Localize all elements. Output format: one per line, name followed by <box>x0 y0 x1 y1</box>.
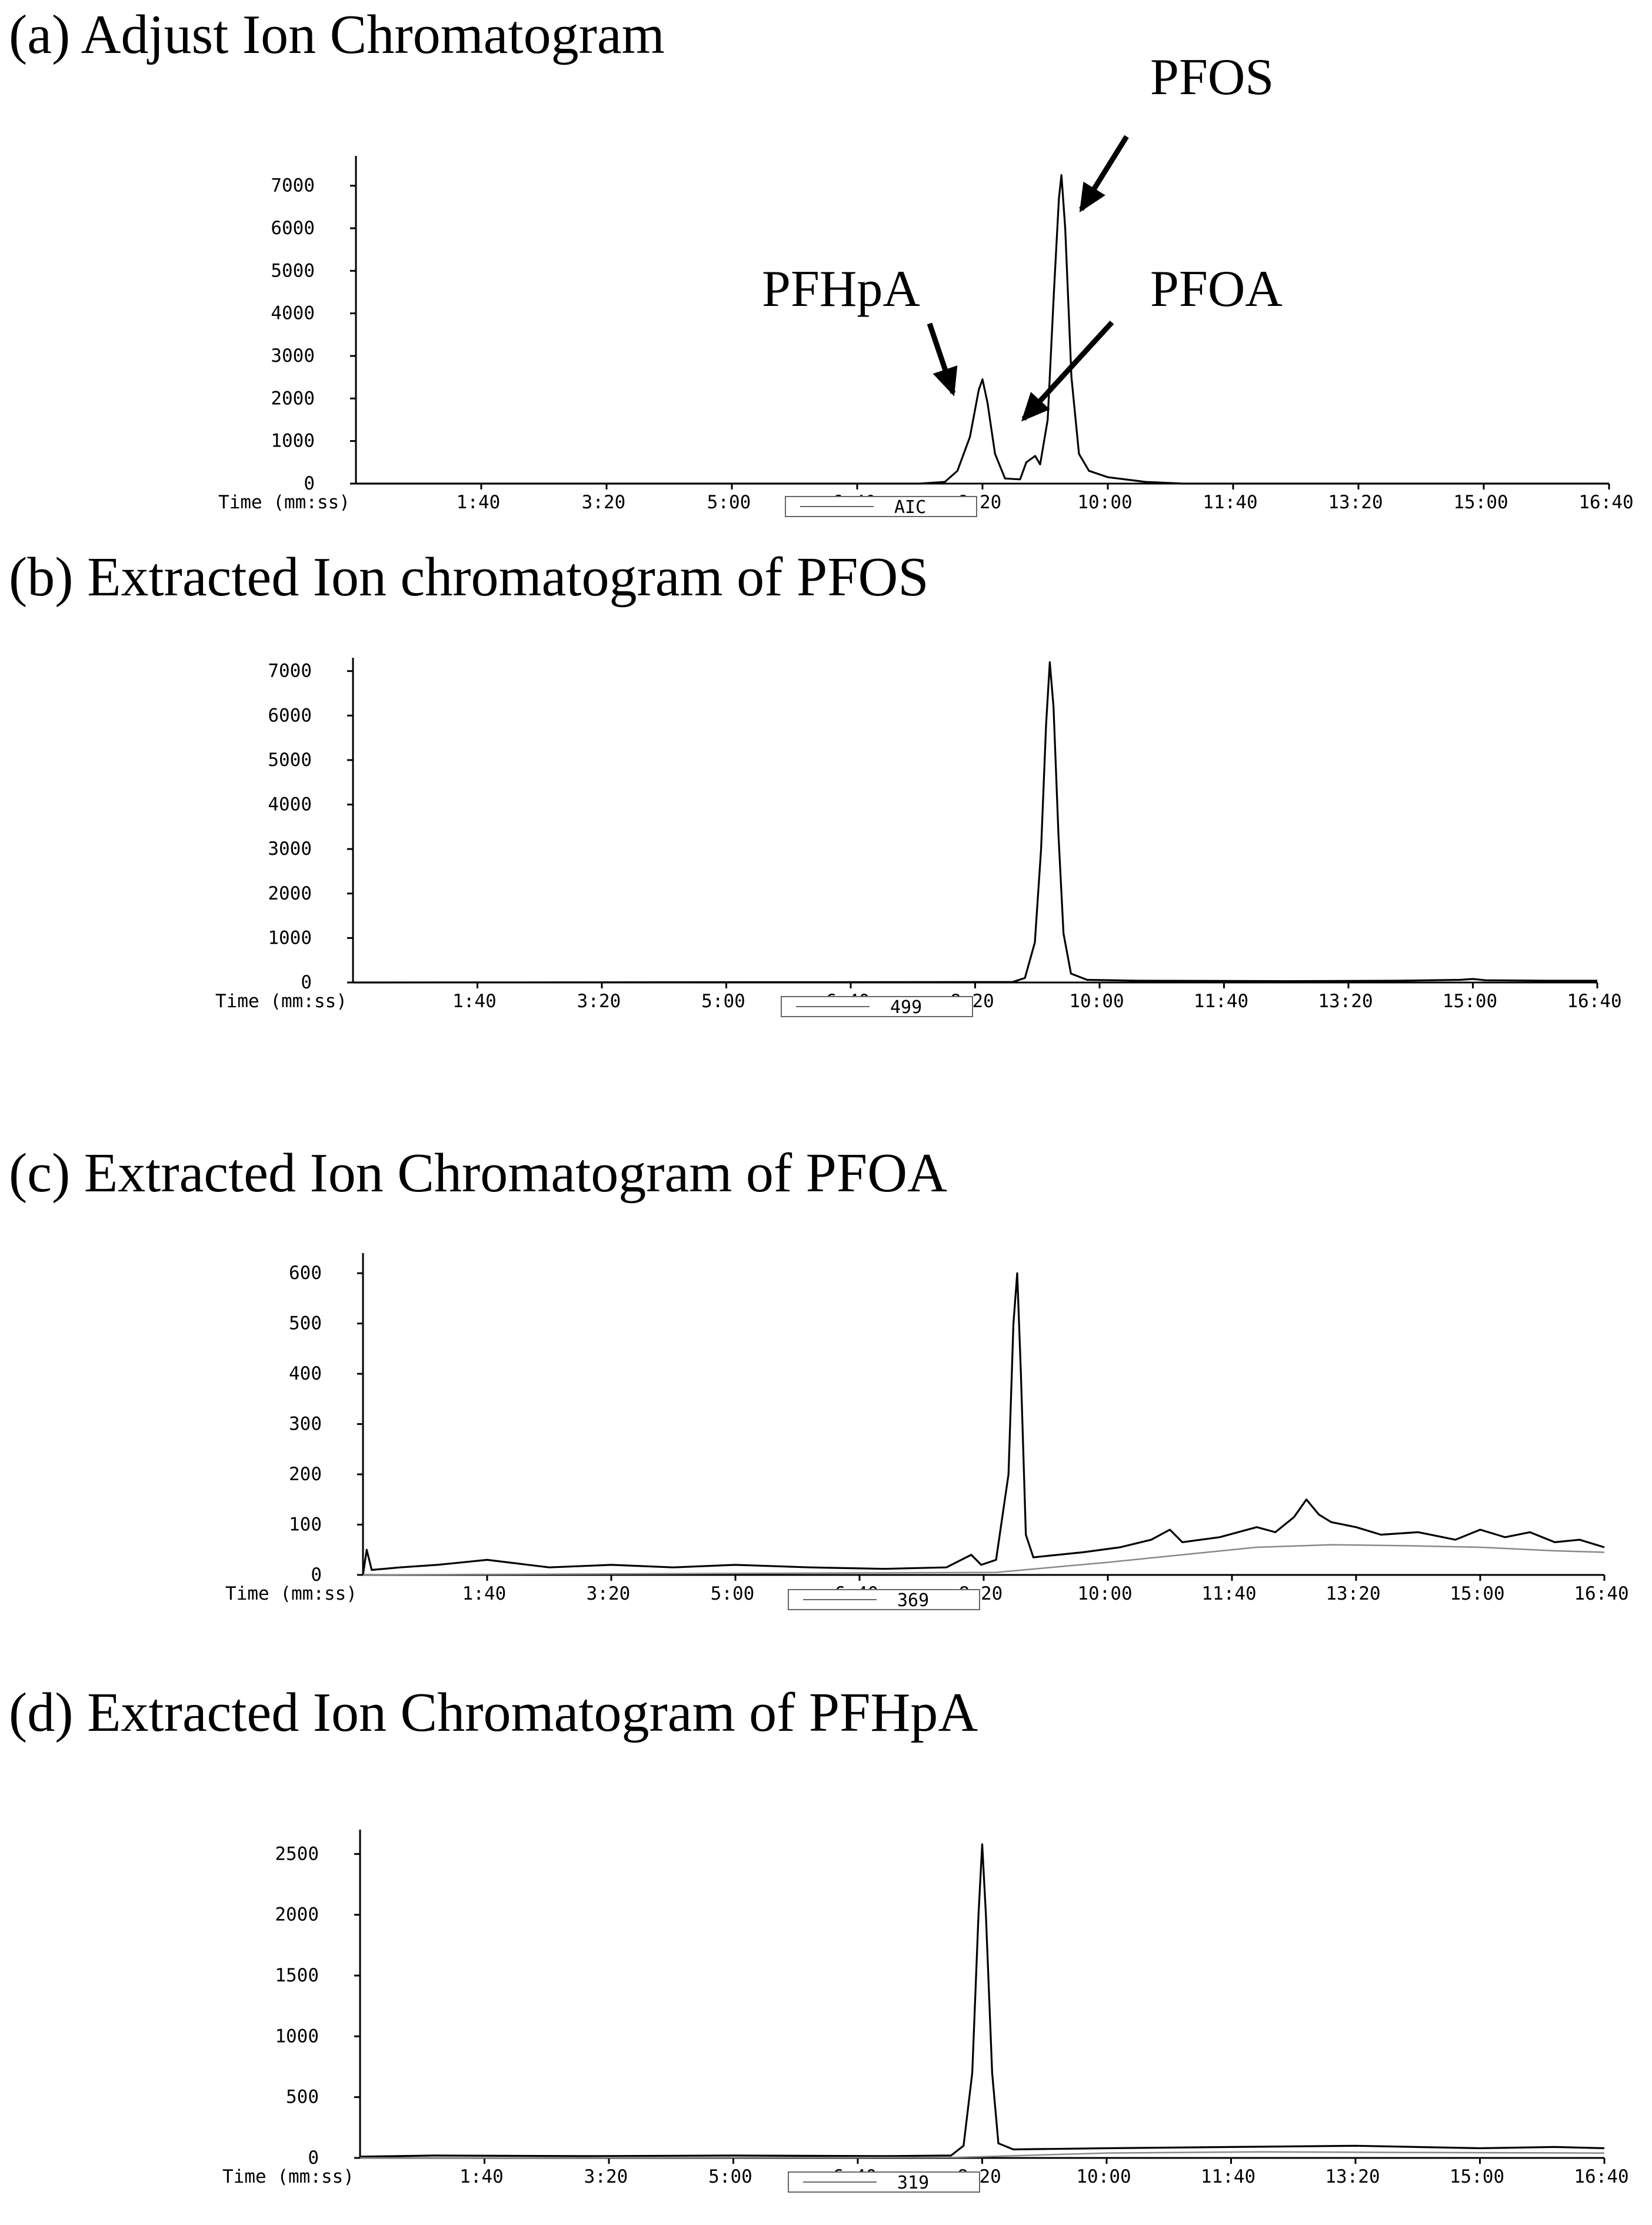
y-tick-label: 6000 <box>271 218 315 239</box>
x-tick-label: 13:20 <box>1325 2166 1380 2187</box>
y-tick-label: 500 <box>289 1313 322 1334</box>
x-tick-label: 15:00 <box>1443 991 1497 1012</box>
x-tick-label: 3:20 <box>584 2166 628 2187</box>
y-tick-label: 0 <box>308 2147 319 2169</box>
x-tick-label: 16:40 <box>1574 2166 1628 2187</box>
arrow-head <box>1021 392 1050 422</box>
x-tick-label: 10:00 <box>1069 991 1124 1012</box>
y-tick-label: 2000 <box>275 1904 319 1926</box>
legend-label: AIC <box>894 497 926 518</box>
y-tick-label: 7000 <box>271 175 315 196</box>
x-tick-label: 5:00 <box>707 492 751 513</box>
y-tick-label: 4000 <box>268 794 312 815</box>
x-tick-label: 5:00 <box>701 991 745 1012</box>
x-tick-label: 5:00 <box>708 2166 752 2187</box>
peak-label: PFHpA <box>762 261 920 318</box>
x-axis-label: Time (mm:ss) <box>225 1583 357 1604</box>
legend-label: 499 <box>890 997 922 1018</box>
panel-title: (a) Adjust Ion Chromatogram <box>9 4 665 65</box>
panel-b: (b) Extracted Ion chromatogram of PFOS 0 1… <box>9 547 1622 1018</box>
y-tick-label: 2000 <box>271 388 315 409</box>
baseline-trace <box>362 1544 1605 1576</box>
peak-label: PFOA <box>1150 261 1283 318</box>
x-tick-label: 11:40 <box>1194 991 1248 1012</box>
x-tick-label: 13:20 <box>1325 1583 1380 1604</box>
x-tick-label: 3:20 <box>587 1583 631 1604</box>
x-tick-label: 13:20 <box>1318 991 1373 1012</box>
series-line-499 <box>352 661 1597 984</box>
legend-label: 319 <box>897 2173 929 2193</box>
y-tick-label: 1500 <box>275 1965 319 1986</box>
legend-label: 369 <box>897 1590 929 1611</box>
panel-d: (d) Extracted Ion Chromatogram of PFHpA 0… <box>9 1682 1629 2193</box>
x-tick-label: 15:00 <box>1450 2166 1504 2187</box>
arrow-head <box>1079 181 1105 213</box>
x-tick-label: 13:20 <box>1328 492 1383 513</box>
panel-title: (d) Extracted Ion Chromatogram of PFHpA <box>9 1682 978 1743</box>
x-tick-label: 11:40 <box>1201 1583 1256 1604</box>
y-tick-label: 200 <box>289 1464 322 1485</box>
panel-title: (b) Extracted Ion chromatogram of PFOS <box>9 547 929 608</box>
panel-a: (a) Adjust Ion Chromatogram 0 1000 2000 3000… <box>9 4 1634 518</box>
y-tick-label: 4000 <box>271 303 315 324</box>
x-tick-label: 15:00 <box>1450 1583 1504 1604</box>
x-tick-label: 10:00 <box>1077 1583 1132 1604</box>
y-tick-label: 1000 <box>275 2026 319 2047</box>
legend: AIC <box>785 496 977 518</box>
x-tick-label: 5:00 <box>711 1583 755 1604</box>
x-tick-label: 3:20 <box>577 991 621 1012</box>
x-tick-label: 11:40 <box>1201 2166 1255 2187</box>
y-tick-label: 1000 <box>268 927 312 948</box>
x-tick-label: 10:00 <box>1076 2166 1131 2187</box>
y-tick-label: 2000 <box>268 883 312 904</box>
y-tick-label: 7000 <box>268 661 312 682</box>
legend: 499 <box>781 996 973 1018</box>
x-tick-label: 16:40 <box>1578 492 1633 513</box>
panel-title: (c) Extracted Ion Chromatogram of PFOA <box>9 1143 947 1204</box>
x-tick-label: 1:40 <box>462 1583 507 1604</box>
x-axis-label: Time (mm:ss) <box>222 2166 354 2187</box>
x-axis-label: Time (mm:ss) <box>215 991 347 1012</box>
series-line-319 <box>359 1843 1605 2158</box>
y-tick-label: 5000 <box>268 750 312 771</box>
y-tick-label: 600 <box>289 1263 322 1284</box>
panel-c: (c) Extracted Ion Chromatogram of PFOA 0 1… <box>9 1143 1629 1611</box>
x-tick-label: 16:40 <box>1574 1583 1628 1604</box>
x-tick-label: 16:40 <box>1567 991 1621 1012</box>
x-tick-label: 11:40 <box>1203 492 1257 513</box>
x-tick-label: 10:00 <box>1077 492 1132 513</box>
y-tick-label: 300 <box>289 1414 322 1435</box>
x-tick-label: 15:00 <box>1453 492 1508 513</box>
x-tick-label: 1:40 <box>452 991 497 1012</box>
peak-label: PFOS <box>1150 49 1274 106</box>
x-tick-label: 1:40 <box>459 2166 504 2187</box>
y-tick-label: 500 <box>286 2087 319 2108</box>
y-tick-label: 3000 <box>268 838 312 860</box>
legend: 319 <box>788 2171 980 2193</box>
y-tick-label: 100 <box>289 1514 322 1535</box>
y-tick-label: 0 <box>311 1564 322 1586</box>
series-line-AIC <box>356 174 1609 485</box>
y-tick-label: 0 <box>304 473 315 494</box>
x-tick-label: 1:40 <box>457 492 501 513</box>
x-axis-label: Time (mm:ss) <box>218 492 350 513</box>
baseline-trace <box>359 2151 1605 2159</box>
legend: 369 <box>788 1589 980 1611</box>
x-tick-label: 3:20 <box>582 492 626 513</box>
y-tick-label: 1000 <box>271 431 315 452</box>
y-tick-label: 3000 <box>271 345 315 367</box>
y-tick-label: 5000 <box>271 260 315 281</box>
y-tick-label: 2500 <box>275 1843 319 1864</box>
arrow-head <box>932 365 958 397</box>
y-tick-label: 0 <box>301 972 312 993</box>
peak-annotations: PFHpA PFOA PFOS <box>762 49 1283 422</box>
y-tick-label: 400 <box>289 1363 322 1384</box>
series-line-369 <box>362 1272 1605 1576</box>
y-tick-label: 6000 <box>268 705 312 726</box>
